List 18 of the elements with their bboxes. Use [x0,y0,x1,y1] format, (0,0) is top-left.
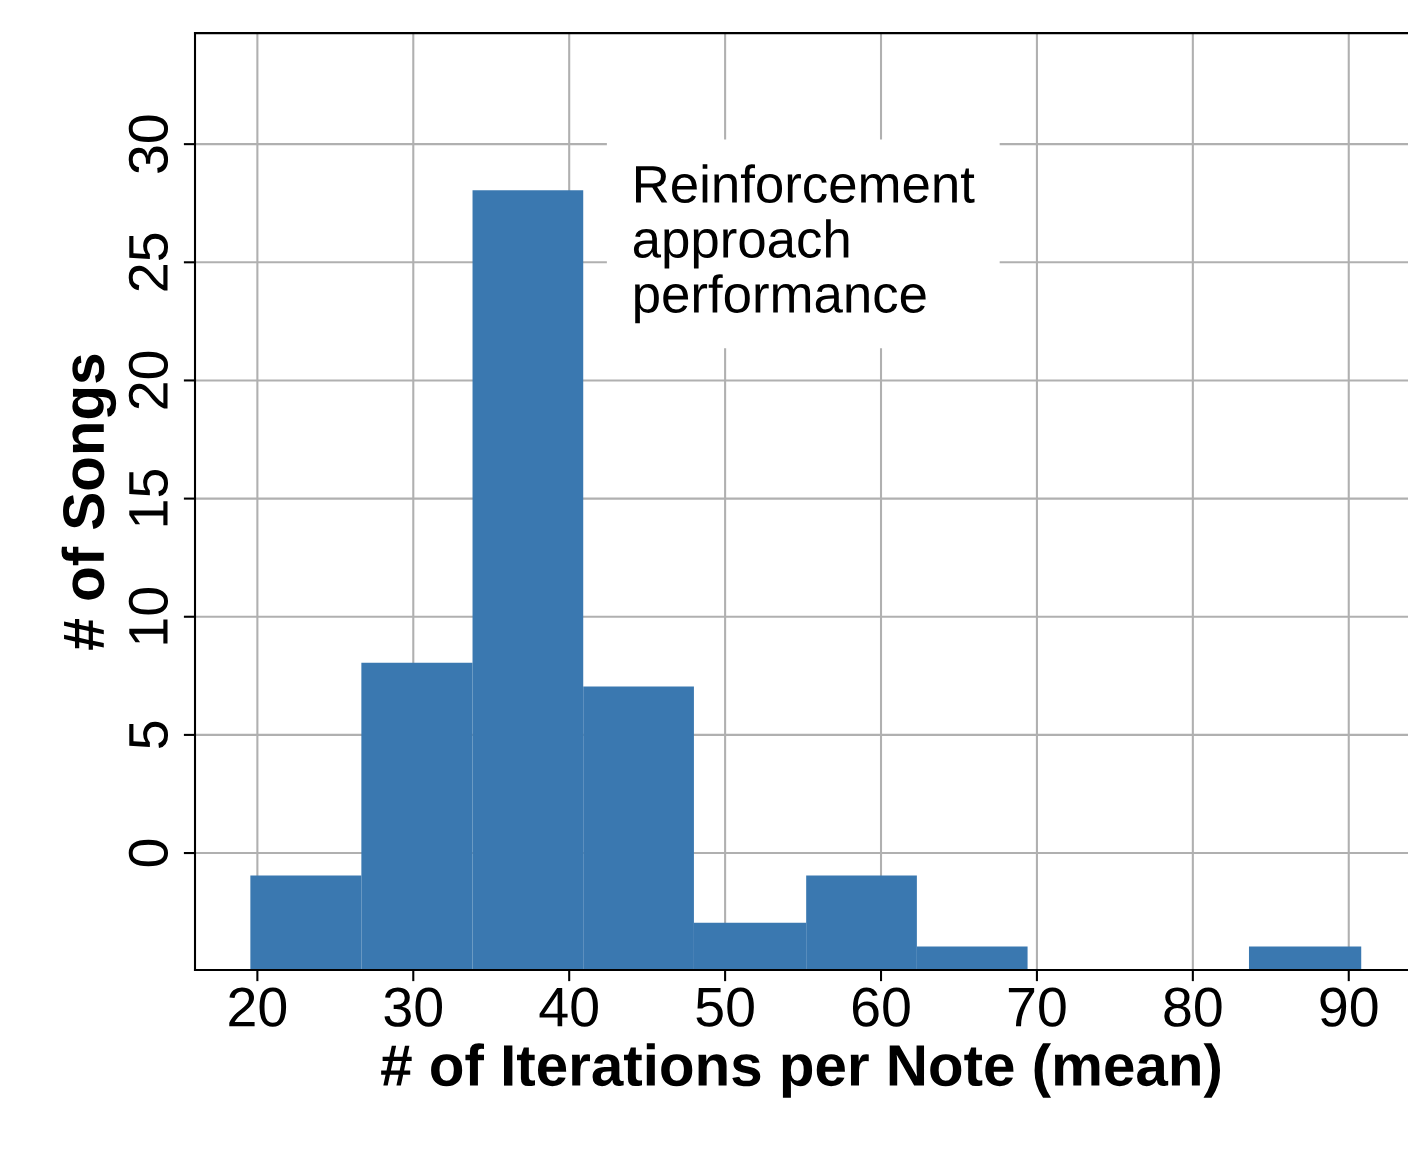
y-tick-label: 15 [129,470,169,526]
y-tick-label: 10 [128,588,169,644]
x-tick-label: 50 [696,987,754,1027]
x-tick-label: 80 [1164,987,1222,1027]
annotation: Reinforcement approach performance [633,164,975,324]
y-tick-label: 20 [128,351,169,409]
y-tick-label: 5 [129,721,169,749]
y-tick-label: 25 [128,233,169,291]
y-tick-label: 0 [128,839,169,867]
x-tick-label: 30 [384,987,443,1027]
x-tick-label: 60 [852,987,910,1027]
x-tick-label: 90 [1320,987,1378,1027]
x-axis-title: # of Iterations per Note (mean) [381,1043,1220,1098]
y-axis-title: # of Songs [61,354,117,650]
x-tick-label: 40 [539,987,598,1027]
x-tick-label: 20 [229,987,287,1027]
x-tick-label: 70 [1008,987,1066,1027]
y-tick-label: 30 [128,115,169,173]
